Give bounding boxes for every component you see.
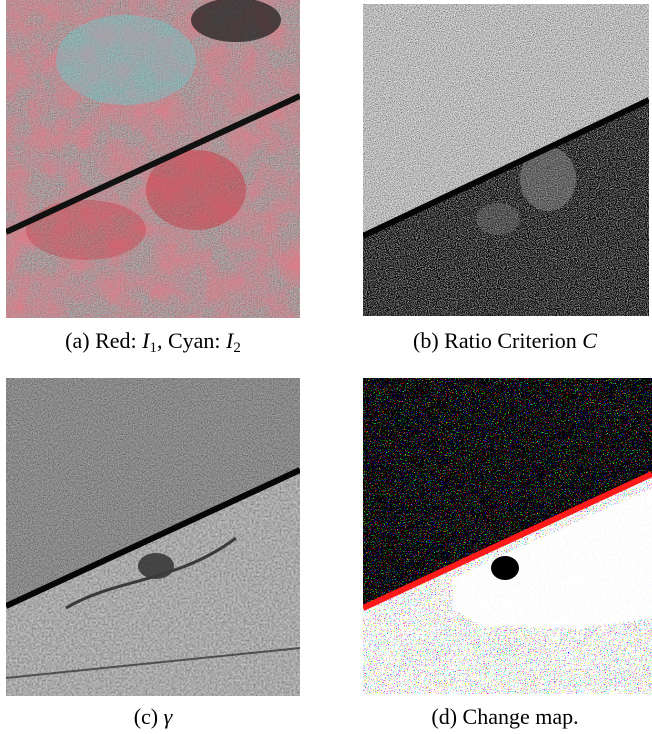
caption-b-var: C <box>582 328 597 353</box>
caption-c-var: γ <box>163 704 173 729</box>
image-b-ratio-criterion <box>363 4 649 316</box>
caption-a-mid: , Cyan: <box>156 328 227 353</box>
caption-c-prefix: (c) <box>133 704 164 729</box>
image-a-color-composite <box>6 0 300 318</box>
image-d-change-map <box>363 378 652 694</box>
image-d-svg <box>363 378 652 694</box>
caption-a-sub1: 1 <box>149 340 157 356</box>
caption-a-var1: I <box>142 328 150 353</box>
caption-a: (a) Red: I1, Cyan: I2 <box>6 328 300 356</box>
caption-c: (c) γ <box>6 704 300 730</box>
caption-a-prefix: (a) Red: <box>65 328 143 353</box>
image-a-svg <box>6 0 300 318</box>
image-b-svg <box>363 4 649 316</box>
caption-d-text: (d) Change map. <box>431 704 579 729</box>
caption-d: (d) Change map. <box>358 704 652 730</box>
caption-b-prefix: (b) Ratio Criterion <box>413 328 583 353</box>
image-c-gamma <box>6 378 300 696</box>
caption-b: (b) Ratio Criterion C <box>358 328 652 354</box>
caption-a-var2: I <box>226 328 234 353</box>
image-c-svg <box>6 378 300 696</box>
caption-a-sub2: 2 <box>233 340 241 356</box>
